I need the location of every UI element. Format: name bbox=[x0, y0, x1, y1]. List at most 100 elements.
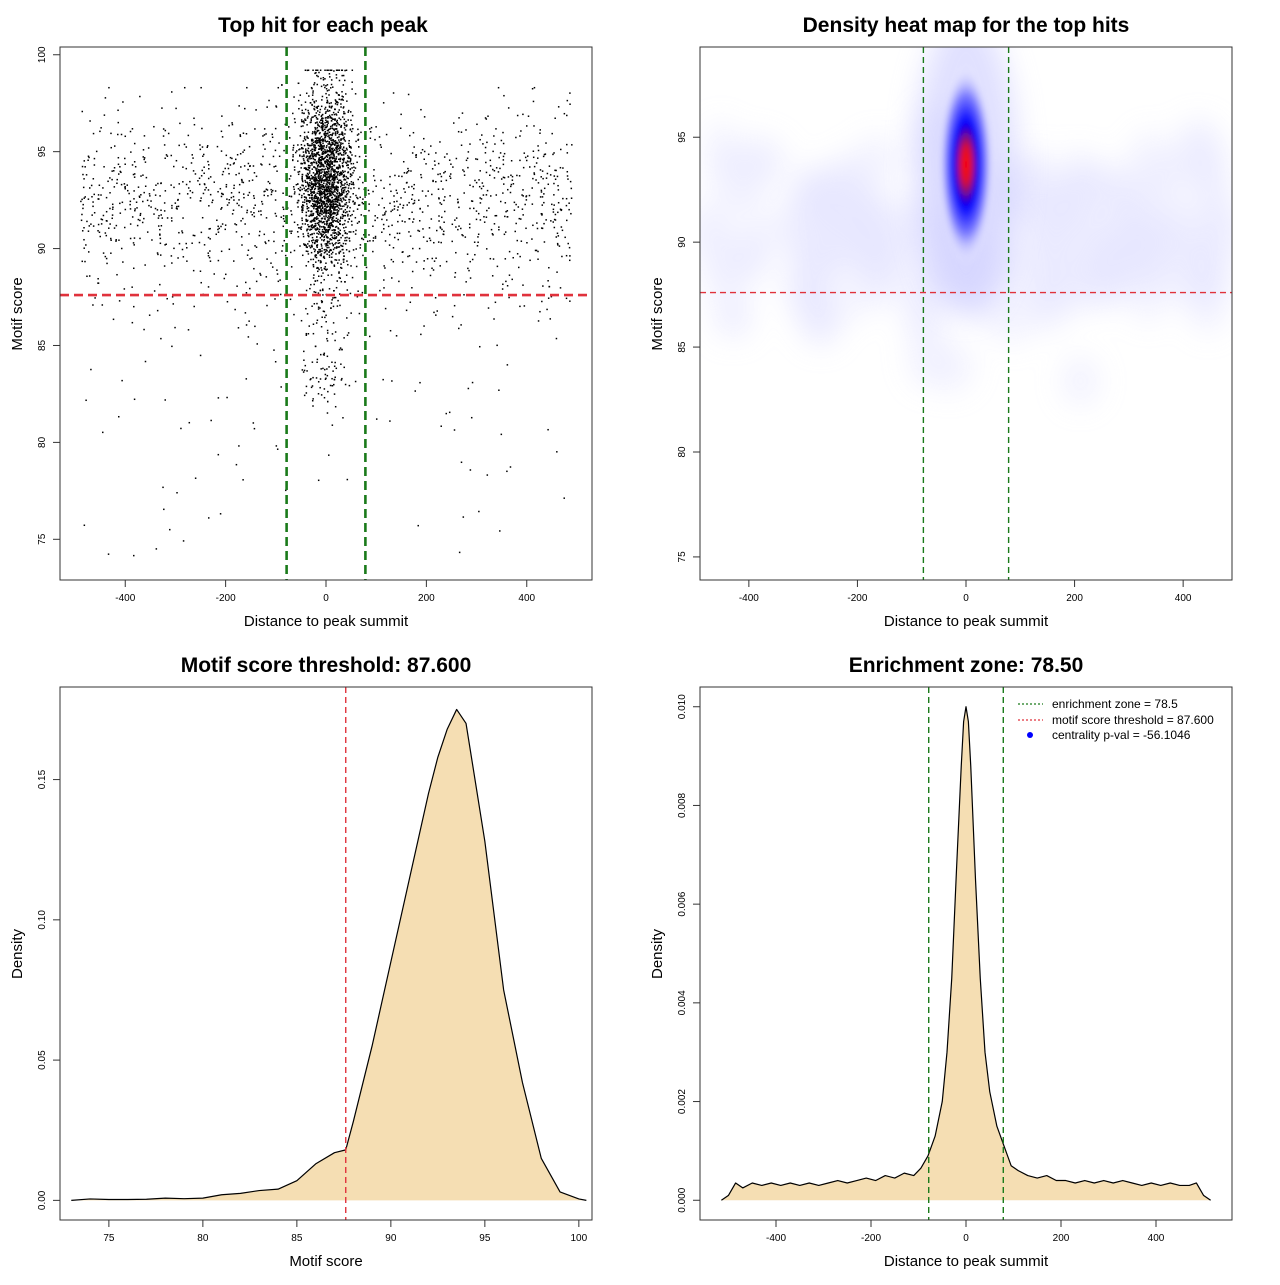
scatter-point bbox=[325, 208, 327, 210]
scatter-point bbox=[340, 244, 342, 247]
scatter-point bbox=[479, 219, 482, 221]
scatter-point bbox=[300, 119, 303, 121]
scatter-point bbox=[340, 185, 342, 188]
scatter-point bbox=[305, 214, 307, 217]
scatter-point bbox=[331, 148, 334, 151]
scatter-point bbox=[408, 231, 410, 233]
scatter-point bbox=[111, 208, 114, 210]
scatter-point bbox=[283, 220, 286, 222]
scatter-point bbox=[340, 379, 343, 381]
scatter-point bbox=[344, 219, 346, 222]
scatter-point bbox=[307, 150, 310, 153]
scatter-point bbox=[325, 88, 328, 90]
scatter-point bbox=[326, 240, 329, 243]
scatter-point bbox=[201, 216, 204, 219]
scatter-point bbox=[124, 157, 126, 160]
scatter-point bbox=[159, 228, 161, 231]
scatter-point bbox=[305, 332, 308, 335]
scatter-point bbox=[463, 192, 465, 194]
scatter-point bbox=[348, 146, 351, 149]
scatter-point bbox=[506, 210, 509, 212]
scatter-point bbox=[333, 183, 335, 185]
scatter-point bbox=[411, 287, 413, 289]
scatter-point bbox=[124, 135, 127, 138]
scatter-point bbox=[331, 207, 334, 209]
scatter-point bbox=[344, 186, 347, 189]
scatter-point bbox=[368, 209, 370, 212]
scatter-point bbox=[170, 255, 173, 257]
scatter-point bbox=[320, 161, 323, 164]
scatter-point bbox=[449, 177, 452, 179]
scatter-point bbox=[390, 152, 392, 155]
scatter-point bbox=[305, 190, 307, 192]
scatter-point bbox=[358, 187, 360, 190]
scatter-point bbox=[443, 230, 445, 233]
scatter-point bbox=[350, 147, 352, 149]
scatter-point bbox=[183, 143, 186, 146]
scatter-point bbox=[120, 183, 123, 186]
scatter-point bbox=[324, 149, 326, 151]
scatter-point bbox=[316, 182, 318, 184]
scatter-point bbox=[340, 146, 342, 148]
scatter-point bbox=[535, 179, 537, 181]
scatter-point bbox=[329, 137, 332, 140]
scatter-point bbox=[248, 191, 251, 194]
scatter-point bbox=[318, 132, 321, 135]
scatter-point bbox=[83, 227, 85, 229]
scatter-point bbox=[310, 190, 312, 193]
scatter-point bbox=[298, 170, 301, 173]
scatter-point bbox=[312, 323, 315, 325]
scatter-point bbox=[329, 163, 332, 165]
scatter-point bbox=[81, 260, 84, 263]
scatter-point bbox=[324, 217, 326, 220]
scatter-point bbox=[266, 106, 268, 108]
y-tick-label: 85 bbox=[677, 341, 688, 353]
scatter-point bbox=[83, 238, 85, 241]
legend-item-threshold: motif score threshold = 87.600 bbox=[1018, 713, 1214, 727]
score-density-x-label: Motif score bbox=[289, 1253, 362, 1270]
scatter-point bbox=[301, 112, 304, 114]
scatter-point bbox=[335, 214, 338, 216]
scatter-point bbox=[310, 192, 312, 195]
scatter-point bbox=[329, 216, 331, 218]
scatter-point bbox=[343, 127, 346, 129]
scatter-point bbox=[316, 213, 319, 215]
scatter-point bbox=[317, 176, 319, 178]
scatter-point bbox=[303, 394, 306, 397]
scatter-point bbox=[309, 179, 311, 182]
scatter-point bbox=[199, 354, 202, 357]
scatter-point bbox=[341, 377, 343, 380]
scatter-point bbox=[274, 165, 277, 167]
scatter-point bbox=[316, 244, 318, 246]
scatter-point bbox=[320, 135, 323, 138]
scatter-point bbox=[338, 192, 341, 194]
scatter-point bbox=[274, 199, 277, 201]
scatter-point bbox=[408, 169, 410, 172]
x-tick-label: 0 bbox=[963, 593, 969, 604]
scatter-point bbox=[325, 165, 328, 168]
scatter-point bbox=[310, 224, 313, 227]
scatter-point bbox=[316, 197, 319, 200]
scatter-point bbox=[487, 115, 489, 117]
scatter-point bbox=[229, 164, 232, 166]
scatter-point bbox=[263, 190, 265, 193]
scatter-point bbox=[322, 310, 325, 313]
scatter-point bbox=[309, 287, 311, 290]
scatter-point bbox=[502, 131, 504, 134]
scatter-point bbox=[289, 230, 291, 233]
scatter-point bbox=[358, 312, 361, 315]
scatter-point bbox=[328, 254, 331, 256]
scatter-point bbox=[304, 108, 307, 111]
scatter-point bbox=[502, 176, 505, 179]
scatter-point bbox=[186, 247, 188, 249]
scatter-point bbox=[465, 129, 467, 131]
scatter-point bbox=[312, 161, 315, 163]
scatter-point bbox=[328, 175, 330, 178]
x-tick-label: 200 bbox=[1053, 1233, 1070, 1244]
scatter-point bbox=[326, 268, 328, 271]
scatter-point bbox=[438, 197, 440, 199]
scatter-point bbox=[346, 317, 348, 319]
scatter-point bbox=[331, 105, 333, 108]
scatter-point bbox=[333, 208, 335, 211]
scatter-point bbox=[554, 178, 557, 181]
